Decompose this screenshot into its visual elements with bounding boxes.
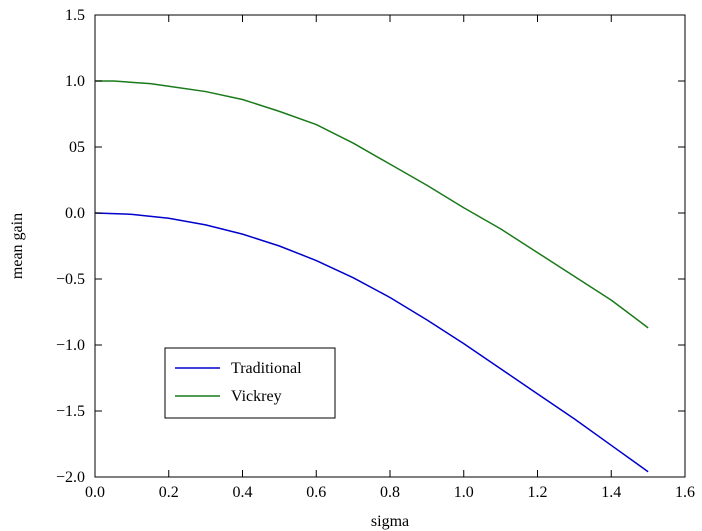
x-tick-label: 0.4 <box>233 484 253 501</box>
y-tick-label: −1.0 <box>56 337 85 354</box>
y-tick-label: 1.0 <box>65 73 85 90</box>
x-axis-ticks: 0.0 0.2 0.4 0.6 0.8 1.0 1.2 1.4 1.6 <box>85 15 695 501</box>
y-tick-label: 05 <box>69 139 85 156</box>
series-layer <box>94 80 649 473</box>
y-tick-label: −2.0 <box>56 469 85 486</box>
x-tick-label: 1.4 <box>601 484 621 501</box>
x-tick-label: 1.2 <box>528 484 548 501</box>
y-tick-label: −0.5 <box>56 271 85 288</box>
legend-box <box>164 347 336 419</box>
legend-label-vickrey: Vickrey <box>231 388 282 405</box>
y-axis-ticks: −2.0 −1.5 −1.0 −0.5 0.0 05 1.0 1.5 <box>56 7 685 486</box>
series-line-traditional <box>94 212 649 473</box>
y-axis-label: mean gain <box>9 213 26 279</box>
y-tick-label: 1.5 <box>65 7 85 24</box>
x-tick-label: 0.0 <box>85 484 105 501</box>
x-tick-label: 0.2 <box>159 484 179 501</box>
x-tick-label: 1.0 <box>454 484 474 501</box>
y-tick-label: −1.5 <box>56 403 85 420</box>
x-tick-label: 1.6 <box>675 484 695 501</box>
legend: Traditional Vickrey <box>164 347 336 419</box>
x-axis-label: sigma <box>371 513 409 530</box>
y-tick-label: 0.0 <box>65 205 85 222</box>
legend-label-traditional: Traditional <box>231 360 302 377</box>
series-line-vickrey <box>95 80 649 329</box>
x-tick-label: 0.6 <box>306 484 326 501</box>
x-tick-label: 0.8 <box>380 484 400 501</box>
